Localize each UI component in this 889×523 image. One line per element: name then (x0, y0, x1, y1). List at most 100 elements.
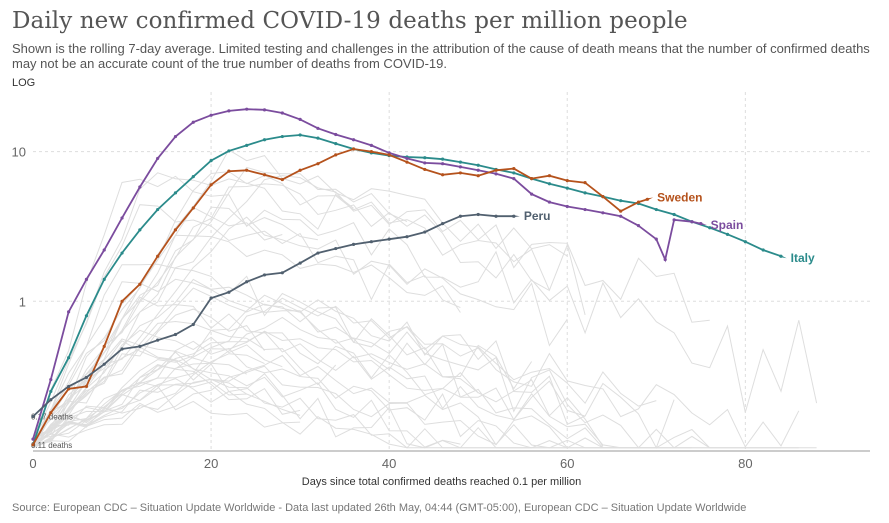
data-point (458, 165, 463, 169)
other-country-line (32, 353, 265, 442)
data-point (209, 296, 213, 300)
data-point (102, 344, 106, 348)
data-point (280, 271, 284, 275)
other-country-line (32, 149, 568, 440)
data-point (245, 143, 249, 147)
data-point (31, 443, 35, 447)
other-country-line (32, 263, 533, 449)
data-point (583, 191, 587, 195)
data-point (369, 240, 373, 244)
series-line-peru (32, 213, 514, 418)
data-point (31, 437, 35, 441)
data-point (565, 186, 569, 190)
data-point (138, 185, 142, 189)
data-point (636, 224, 641, 228)
data-point (458, 171, 463, 175)
data-point (298, 133, 302, 137)
data-point (84, 314, 89, 318)
data-point (227, 109, 231, 113)
other-country-line (32, 331, 799, 449)
data-point (316, 136, 320, 140)
data-point (565, 204, 569, 209)
other-country-line (32, 297, 800, 448)
data-point (67, 310, 71, 314)
data-point (262, 173, 267, 177)
data-point (191, 175, 195, 179)
start-annotation: 0.11 deaths (31, 441, 72, 450)
data-point (512, 176, 516, 181)
data-point (138, 228, 142, 232)
data-point (530, 176, 534, 181)
data-point (173, 228, 178, 232)
data-point (440, 222, 445, 226)
data-point (227, 169, 231, 173)
start-annotation: 0.17 deaths (31, 412, 73, 421)
series-label-peru: Peru (524, 209, 551, 223)
data-point (619, 214, 623, 218)
series-label-sweden: Sweden (657, 191, 702, 205)
data-point (49, 398, 53, 402)
x-tick-label: 60 (560, 456, 574, 471)
series-line-spain (32, 108, 701, 440)
chart-subtitle: Shown is the rolling 7-day average. Limi… (12, 41, 870, 71)
data-point (565, 178, 569, 183)
other-country-line (32, 296, 479, 449)
other-country-line (32, 364, 301, 447)
data-point (601, 211, 605, 215)
data-point (440, 162, 445, 166)
log-scale-toggle[interactable]: LOG (12, 77, 36, 89)
other-country-line (32, 320, 337, 440)
data-point (102, 362, 106, 366)
data-point (334, 153, 338, 157)
data-point (743, 240, 747, 244)
series-end-arrow (698, 222, 707, 225)
data-point (316, 126, 320, 130)
data-point (156, 207, 160, 212)
data-point (262, 108, 267, 112)
data-point (280, 177, 284, 182)
other-country-line (32, 294, 657, 441)
data-point (351, 147, 356, 151)
data-point (672, 218, 676, 222)
data-point (725, 232, 730, 236)
series-line-sweden (32, 148, 648, 446)
data-point (636, 200, 641, 204)
other-country-line (32, 166, 408, 449)
other-country-line (32, 365, 817, 449)
data-point (423, 167, 427, 172)
data-point (440, 173, 445, 177)
data-point (494, 168, 498, 172)
other-country-line (32, 340, 568, 449)
data-point (245, 168, 249, 172)
other-country-line (32, 354, 692, 449)
data-point (120, 251, 124, 255)
other-country-line (32, 278, 675, 450)
y-tick-label: 10 (12, 145, 26, 160)
series-spain: Spain (31, 107, 743, 441)
data-point (156, 338, 160, 342)
data-point (84, 277, 89, 282)
data-point (583, 207, 587, 212)
other-country-line (32, 381, 301, 441)
data-point (138, 344, 142, 348)
data-point (440, 157, 445, 161)
data-point (316, 251, 320, 255)
data-point (494, 172, 498, 176)
series-end-arrow (645, 197, 654, 201)
source-note: Source: European CDC – Situation Update … (12, 502, 747, 514)
data-point (120, 299, 124, 303)
data-point (601, 195, 605, 199)
data-point (547, 174, 552, 178)
data-point (245, 280, 249, 284)
data-point (84, 375, 89, 380)
x-tick-label: 40 (382, 456, 396, 471)
other-country-line (32, 183, 550, 448)
data-point (173, 191, 178, 195)
data-point (423, 156, 427, 160)
series-label-italy: Italy (791, 251, 815, 265)
data-point (476, 168, 480, 172)
other-country-line (32, 308, 265, 449)
series-peru: Peru (31, 209, 551, 419)
data-point (67, 384, 71, 389)
data-point (191, 120, 195, 124)
